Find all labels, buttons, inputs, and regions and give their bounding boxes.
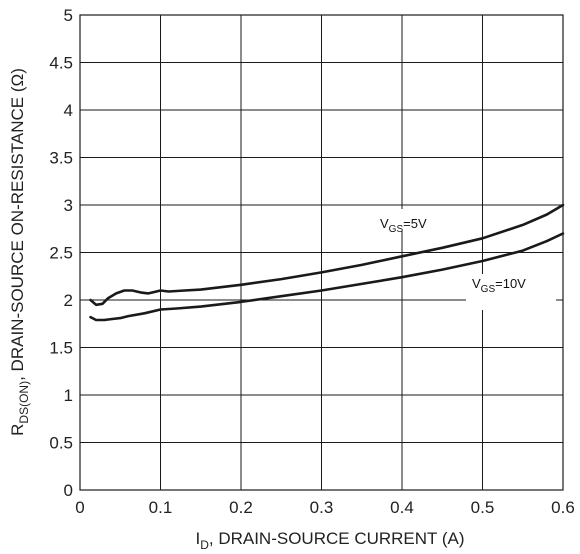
curves	[89, 203, 565, 322]
series-line-vgs-5v	[89, 203, 565, 307]
x-tick-label: 0.6	[551, 498, 575, 517]
x-tick-label: 0.4	[390, 498, 414, 517]
y-tick-label: 2	[64, 291, 73, 310]
series-label-5v: VGS=5V	[380, 216, 427, 235]
y-tick-label: 3	[64, 196, 73, 215]
tick-labels: 0 0.1 0.2 0.3 0.4 0.5 0.6 0 0.5 1 1.5 2 2.5 3 3.5 4 4.5 5	[49, 6, 574, 517]
y-tick-label: 4.5	[49, 54, 73, 73]
y-tick-label: 0	[64, 481, 73, 500]
y-tick-label: 3.5	[49, 149, 73, 168]
y-tick-label: 2.5	[49, 244, 73, 263]
series-line-vgs-10v	[89, 232, 565, 322]
plot-frame	[79, 14, 564, 491]
y-tick-label: 0.5	[49, 434, 73, 453]
x-tick-label: 0.3	[310, 498, 334, 517]
series-label-10v: VGS=10V	[472, 276, 526, 295]
series-label-10v-bg	[466, 274, 556, 310]
x-tick-label: 0	[75, 498, 84, 517]
y-tick-label: 1	[64, 386, 73, 405]
y-axis-title: RDS(ON), DRAIN-SOURCE ON-RESISTANCE (Ω)	[8, 68, 31, 436]
series-label-5v-bg	[368, 209, 450, 231]
y-tick-label: 4	[64, 101, 73, 120]
y-tick-label: 1.5	[49, 339, 73, 358]
x-axis-title: ID, DRAIN-SOURCE CURRENT (A)	[195, 529, 464, 552]
x-tick-label: 0.5	[471, 498, 495, 517]
y-tick-label: 5	[64, 6, 73, 25]
x-tick-label: 0.1	[149, 498, 173, 517]
x-tick-label: 0.2	[229, 498, 253, 517]
grid	[79, 14, 564, 491]
